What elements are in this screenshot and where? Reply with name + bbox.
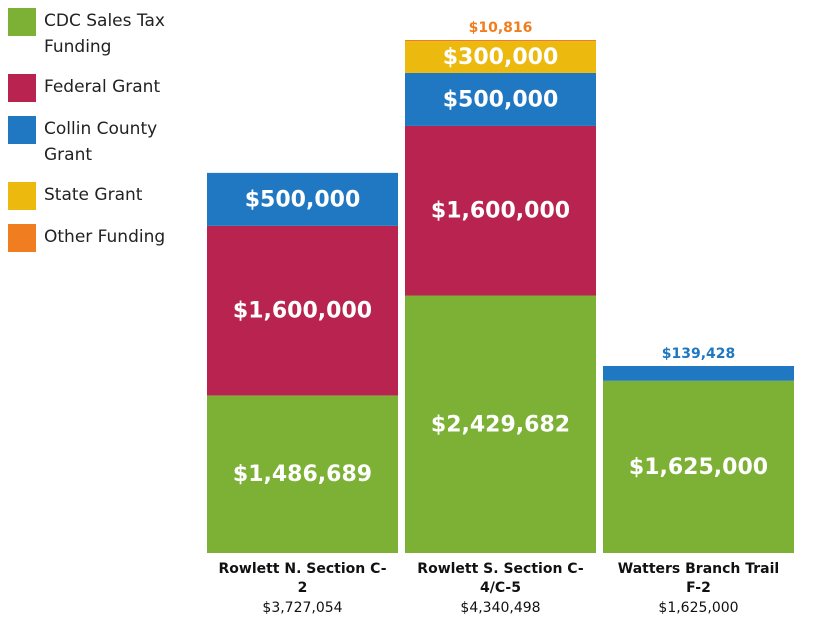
bar-segment <box>603 380 794 553</box>
bar-segment <box>207 172 398 226</box>
data-label: $1,600,000 <box>233 299 372 324</box>
data-label: $300,000 <box>443 45 559 70</box>
legend-swatch <box>8 182 36 210</box>
category-label: Rowlett N. Section C-2 $3,727,054 <box>207 560 398 618</box>
data-label: $1,600,000 <box>431 199 570 224</box>
legend-label: Federal Grant <box>44 77 161 97</box>
bar-segment <box>405 40 596 42</box>
bar-segment <box>207 395 398 553</box>
data-label: $2,429,682 <box>431 412 570 437</box>
bar-segment <box>603 366 794 381</box>
legend-swatch <box>8 116 36 144</box>
bar-segment <box>405 125 596 296</box>
category-total: $4,340,498 <box>460 600 541 616</box>
category-name: Rowlett N. Section C-2 <box>218 561 387 596</box>
legend-label: CDC Sales Tax Funding <box>44 11 165 57</box>
legend-item: Federal Grant <box>8 74 198 102</box>
data-label: $10,816 <box>469 20 533 36</box>
legend-label: Other Funding <box>44 227 166 247</box>
legend-item: Other Funding <box>8 224 198 252</box>
category-name: Watters Branch Trail F-2 <box>617 561 780 596</box>
data-label: $500,000 <box>245 187 361 212</box>
category-name: Rowlett S. Section C-4/C-5 <box>417 561 584 596</box>
category-total: $1,625,000 <box>658 600 739 616</box>
data-label: $139,428 <box>662 346 736 362</box>
legend-item: State Grant <box>8 182 198 210</box>
legend-label: Collin County Grant <box>44 119 158 165</box>
category-total: $3,727,054 <box>262 600 343 616</box>
data-label: $1,625,000 <box>629 455 768 480</box>
legend-item: Collin County Grant <box>8 116 198 168</box>
legend-swatch <box>8 8 36 36</box>
legend-label: State Grant <box>44 185 143 205</box>
bar-segment <box>405 295 596 553</box>
category-label: Rowlett S. Section C-4/C-5 $4,340,498 <box>405 560 596 618</box>
bar-segment <box>405 41 596 73</box>
data-label: $500,000 <box>443 87 559 112</box>
category-label: Watters Branch Trail F-2 $1,625,000 <box>603 560 794 618</box>
legend-item: CDC Sales Tax Funding <box>8 8 198 60</box>
legend-swatch <box>8 74 36 102</box>
bar-segment <box>207 225 398 396</box>
legend-swatch <box>8 224 36 252</box>
data-label: $1,486,689 <box>233 462 372 487</box>
legend: CDC Sales Tax Funding Federal Grant Collin… <box>8 8 198 266</box>
bar-segment <box>405 72 596 126</box>
